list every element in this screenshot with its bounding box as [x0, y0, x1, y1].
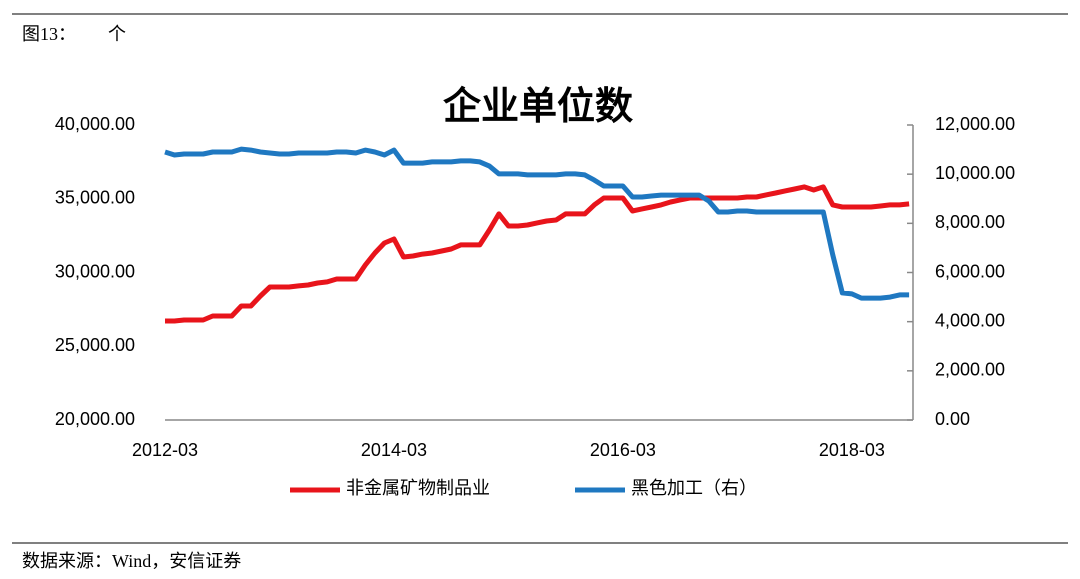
x-tick-label: 2012-03 — [132, 440, 198, 460]
y2-tick-label: 6,000.00 — [935, 261, 1005, 281]
legend-label: 非金属矿物制品业 — [346, 478, 490, 498]
y2-tick-label: 2,000.00 — [935, 360, 1005, 380]
y-tick-label: 25,000.00 — [55, 335, 135, 355]
series-line — [164, 146, 910, 301]
y2-tick-label: 12,000.00 — [935, 114, 1015, 134]
x-tick-label: 2016-03 — [590, 440, 656, 460]
y-tick-label: 40,000.00 — [55, 114, 135, 134]
y-tick-label: 35,000.00 — [55, 188, 135, 208]
figure-label: 图13： — [22, 24, 76, 44]
source: 数据来源：Wind，安信证券 — [22, 551, 241, 571]
x-tick-label: 2018-03 — [819, 440, 885, 460]
unit-label: 个 — [108, 24, 126, 44]
chart-title: 企业单位数 — [443, 85, 633, 128]
x-tick-label: 2014-03 — [361, 440, 427, 460]
series-line — [165, 184, 910, 324]
y2-tick-label: 8,000.00 — [935, 212, 1005, 232]
y2-tick-label: 4,000.00 — [935, 310, 1005, 330]
legend-label: 黑色加工（右） — [631, 478, 757, 498]
y-tick-label: 20,000.00 — [55, 409, 135, 429]
y2-tick-label: 10,000.00 — [935, 163, 1015, 183]
y2-tick-label: 0.00 — [935, 409, 970, 429]
y-tick-label: 30,000.00 — [55, 261, 135, 281]
